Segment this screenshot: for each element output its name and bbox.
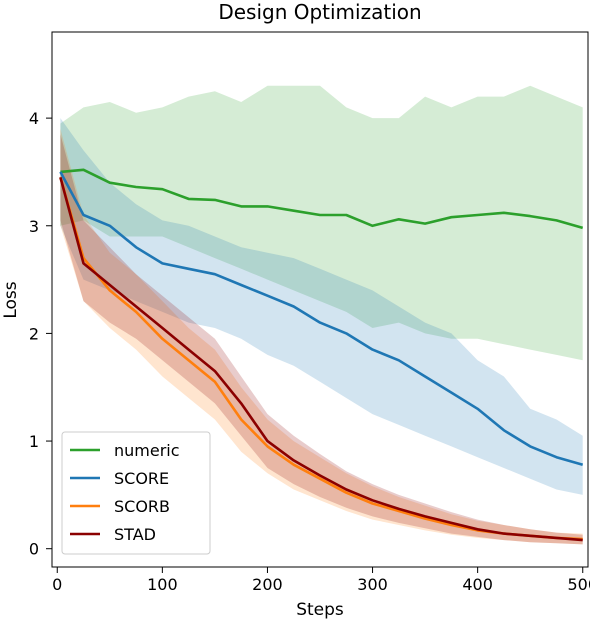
legend-label-score: SCORE (114, 469, 169, 488)
x-axis: 0 100 200 300 400 500 (52, 567, 590, 594)
y-tick-label: 4 (29, 109, 39, 128)
x-axis-label: Steps (296, 600, 344, 620)
y-tick-label: 2 (29, 324, 39, 343)
legend-label-scorb: SCORB (114, 497, 170, 516)
line-numeric (60, 168, 584, 230)
legend-label-numeric: numeric (114, 441, 180, 460)
band-scorb (60, 128, 583, 545)
x-tick-label: 0 (52, 575, 62, 594)
y-tick-label: 3 (29, 217, 39, 236)
band-numeric (60, 85, 583, 361)
line-score (59, 171, 584, 466)
band-score (60, 118, 583, 495)
plot-frame (51, 31, 589, 568)
x-tick-label: 500 (567, 575, 590, 594)
x-tick-label: 100 (147, 575, 178, 594)
legend-label-stad: STAD (114, 525, 156, 544)
y-axis: 0 1 2 3 4 (29, 109, 52, 559)
y-tick-label: 1 (29, 432, 39, 451)
x-tick-label: 300 (357, 575, 388, 594)
line-stad (59, 176, 583, 542)
x-tick-label: 200 (252, 575, 283, 594)
y-tick-label: 0 (29, 540, 39, 559)
legend-box (61, 431, 211, 555)
chart-title: Design Optimization (218, 0, 421, 24)
y-axis-label: Loss (1, 281, 21, 318)
x-tick-label: 400 (462, 575, 493, 594)
legend: numeric SCORE SCORB STAD (61, 431, 211, 555)
plot-area (59, 85, 584, 545)
